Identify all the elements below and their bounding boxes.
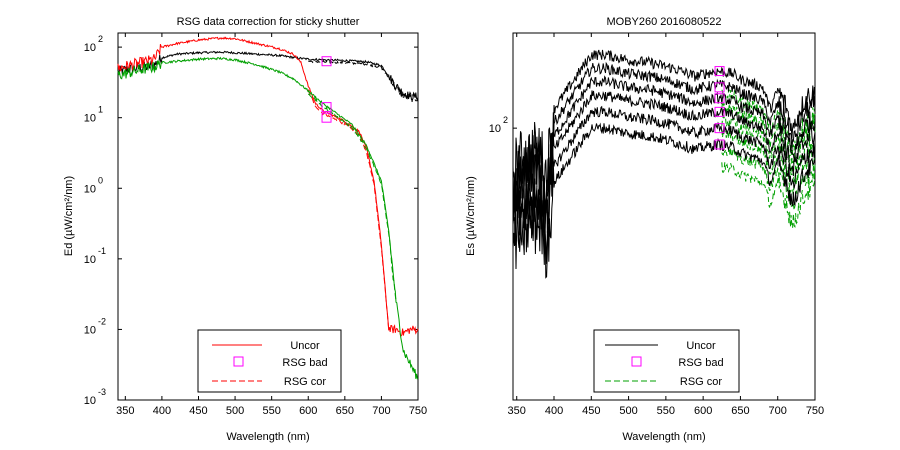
- legend-rsg-cor-label: RSG cor: [680, 376, 723, 388]
- y-axis-label: Es (µW/cm²/nm): [465, 176, 477, 256]
- y-tick-label: 10: [84, 395, 96, 407]
- legend-rsg-cor-label: RSG cor: [284, 376, 327, 388]
- plot-frame: [512, 32, 816, 401]
- x-tick-label: 600: [299, 405, 317, 417]
- y-tick-label: 10: [84, 113, 96, 125]
- y-tick-exponent: 2: [98, 34, 103, 44]
- series-cor-line-1: [721, 89, 816, 161]
- chart-ed: RSG data correction for sticky shutter 3…: [63, 16, 427, 443]
- series-line-4: [307, 89, 390, 330]
- y-tick-label: 10: [84, 42, 96, 54]
- series-line-2: [307, 60, 419, 103]
- legend-box: [593, 329, 740, 393]
- legend-rsg-bad-label: RSG bad: [678, 357, 723, 369]
- x-tick-label: 650: [731, 405, 749, 417]
- y-tick-exponent: 1: [98, 105, 103, 115]
- rsg-bad-marker: [714, 123, 725, 134]
- x-tick-label: 500: [619, 405, 637, 417]
- series-line-3: [512, 75, 816, 227]
- chart-title: RSG data correction for sticky shutter: [177, 16, 360, 28]
- chart-es: MOBY260 2016080522 350 400 450 500 550 600 650…: [465, 16, 824, 443]
- x-tick-label: 700: [769, 405, 787, 417]
- series-line-5: [512, 105, 816, 265]
- series-cor-line-4: [721, 128, 816, 198]
- x-tick-label: 500: [226, 405, 244, 417]
- rsg-bad-marker: [714, 82, 725, 93]
- x-tick-label: 550: [262, 405, 280, 417]
- x-tick-label: 400: [545, 405, 563, 417]
- legend-box: [197, 329, 342, 393]
- series-line-6: [512, 122, 816, 279]
- x-tick-label: 350: [116, 405, 134, 417]
- legend-rsg-bad-swatch: [631, 356, 642, 367]
- series-cor-line-3: [721, 114, 816, 182]
- legend-rsg-bad-swatch: [233, 356, 244, 367]
- y-tick-exponent: -2: [98, 316, 106, 326]
- rsg-bad-marker: [321, 102, 332, 113]
- rsg-bad-marker: [321, 56, 332, 67]
- x-tick-label: 600: [694, 405, 712, 417]
- series-line-4: [512, 90, 816, 240]
- x-tick-label: 750: [409, 405, 427, 417]
- legend-rsg-bad-label: RSG bad: [282, 357, 327, 369]
- plot-frame: [117, 32, 419, 401]
- x-tick-label: 450: [189, 405, 207, 417]
- y-tick-exponent: -3: [98, 387, 106, 397]
- series-cor-line-6: [721, 162, 816, 229]
- legend-uncor-label: Uncor: [290, 340, 320, 352]
- legend: Uncor RSG bad RSG cor: [197, 329, 342, 393]
- y-tick-exponent: 0: [98, 175, 103, 185]
- y-axis-label: Ed (µW/cm²/nm): [63, 176, 75, 256]
- series-line-1: [117, 50, 419, 102]
- series-line-6: [307, 93, 397, 301]
- series-line-3: [117, 36, 419, 337]
- rsg-bad-marker: [714, 66, 725, 77]
- legend: Uncor RSG bad RSG cor: [593, 329, 740, 393]
- series-line-2: [512, 61, 816, 214]
- x-tick-label: 450: [582, 405, 600, 417]
- rsg-bad-marker: [321, 112, 332, 123]
- x-tick-label: 350: [508, 405, 526, 417]
- series-line-5: [117, 56, 419, 380]
- rsg-bad-marker: [714, 93, 725, 104]
- y-tick-label: 10: [489, 123, 501, 135]
- y-tick-label: 10: [84, 183, 96, 195]
- rsg-bad-marker: [714, 139, 725, 150]
- x-axis-label: Wavelength (nm): [226, 431, 309, 443]
- y-tick-exponent: -1: [98, 246, 106, 256]
- x-tick-label: 750: [806, 405, 824, 417]
- x-tick-label: 400: [153, 405, 171, 417]
- x-tick-label: 700: [372, 405, 390, 417]
- x-tick-label: 550: [657, 405, 675, 417]
- y-tick-exponent: 2: [503, 115, 508, 125]
- rsg-bad-marker: [714, 106, 725, 117]
- x-tick-label: 650: [336, 405, 354, 417]
- legend-uncor-label: Uncor: [686, 340, 716, 352]
- y-tick-label: 10: [84, 324, 96, 336]
- x-axis-label: Wavelength (nm): [622, 431, 705, 443]
- y-tick-label: 10: [84, 254, 96, 266]
- series-line-1: [512, 49, 816, 199]
- chart-title: MOBY260 2016080522: [607, 16, 722, 28]
